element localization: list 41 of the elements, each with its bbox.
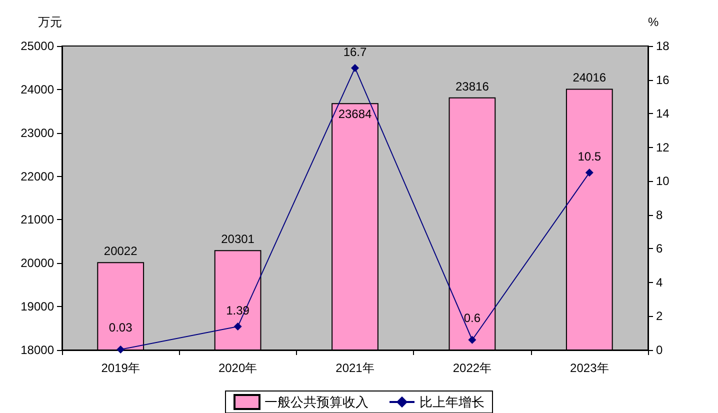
y-tick-label: 23000 bbox=[20, 126, 54, 140]
y2-axis-title: % bbox=[648, 15, 659, 29]
y-tick-label: 25000 bbox=[20, 39, 54, 53]
y2-tick-label: 2 bbox=[656, 309, 663, 324]
y2-tick-label: 8 bbox=[656, 208, 663, 222]
y2-tick-label: 6 bbox=[656, 242, 663, 256]
data-label: 24016 bbox=[572, 70, 606, 85]
data-label: 23684 bbox=[338, 107, 372, 122]
point bbox=[585, 168, 594, 177]
x-tick-label: 2022年 bbox=[452, 361, 492, 375]
y2-tick-label: 10 bbox=[656, 174, 670, 188]
y2-tick-label: 18 bbox=[656, 39, 670, 53]
y2-tick-label: 14 bbox=[656, 106, 670, 121]
data-label: 10.5 bbox=[578, 150, 602, 164]
x-tick-label: 2023年 bbox=[570, 361, 609, 375]
y2-tick-label: 12 bbox=[656, 140, 670, 154]
y-tick-label: 24000 bbox=[20, 82, 54, 96]
y2-tick-label: 4 bbox=[656, 275, 663, 290]
y-tick-label: 22000 bbox=[20, 169, 54, 184]
data-label: 16.7 bbox=[343, 44, 367, 59]
data-label: 20022 bbox=[104, 244, 138, 258]
data-label: 0.6 bbox=[464, 310, 481, 325]
x-tick-label: 2019年 bbox=[101, 361, 140, 375]
legend-label: 比上年增长 bbox=[420, 394, 484, 410]
y-axis-title: 万元 bbox=[38, 15, 62, 29]
y-tick-label: 18000 bbox=[20, 343, 54, 357]
x-tick-label: 2021年 bbox=[336, 361, 374, 375]
point bbox=[234, 322, 242, 331]
point bbox=[116, 345, 125, 354]
y-tick-label: 21000 bbox=[20, 212, 54, 227]
y2-tick-label: 16 bbox=[656, 72, 670, 87]
legend-label: 一般公共预算收入 bbox=[264, 394, 368, 410]
y-tick-label: 20000 bbox=[20, 256, 54, 270]
point bbox=[468, 336, 476, 344]
data-label: 23816 bbox=[456, 79, 490, 94]
point bbox=[351, 64, 359, 72]
y-tick-label: 19000 bbox=[20, 300, 54, 314]
y2-tick-label: 0 bbox=[656, 343, 663, 357]
data-label: 20301 bbox=[221, 232, 255, 246]
data-label: 0.03 bbox=[108, 320, 133, 334]
x-tick-label: 2020年 bbox=[218, 361, 258, 375]
